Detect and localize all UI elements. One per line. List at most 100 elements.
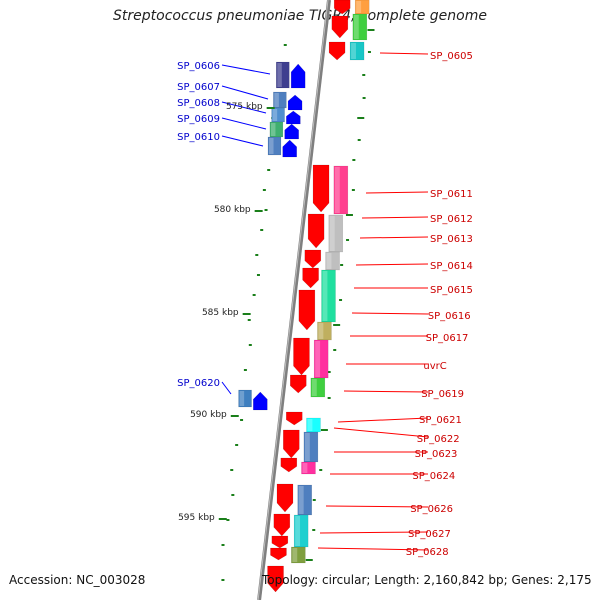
forward-gene-arrow: [302, 267, 319, 289]
forward-gene-arrow: [293, 337, 310, 376]
label-leader: [355, 263, 429, 266]
gene-box: [352, 13, 368, 41]
gene-label-right: SP_0621: [419, 415, 462, 426]
ruler-label: 590 kbp: [190, 410, 227, 420]
reverse-gene-arrow: [284, 123, 299, 140]
label-leader: [325, 505, 429, 508]
ruler-label: 585 kbp: [202, 308, 239, 318]
backbone-highlight: [257, 0, 329, 600]
gene-label-left: SP_0606: [177, 61, 220, 72]
gene-label-right: SP_0624: [412, 471, 455, 482]
reverse-gene-arrow: [253, 391, 268, 411]
gene-box-shine: [268, 138, 274, 154]
gene-label-left: SP_0609: [177, 114, 220, 125]
forward-gene-arrow: [267, 565, 284, 593]
ruler-track: 575 kbp 580 kbp 585 kbp 590 kbp 595 kbp: [178, 102, 275, 523]
gene-box-shine: [322, 271, 328, 321]
gene-label-right: SP_0614: [430, 261, 473, 272]
gene-label-right: SP_0626: [410, 504, 453, 515]
gene-box-shine: [272, 109, 278, 121]
gene-track: [238, 0, 370, 593]
forward-gene-arrow: [333, 0, 351, 15]
gene-label-right: SP_0617: [426, 333, 469, 344]
gene-box: [349, 41, 365, 61]
gene-label-right: SP_0623: [415, 449, 458, 460]
reverse-gene-arrow: [290, 63, 306, 89]
label-leader: [221, 85, 269, 100]
gene-box-shine: [239, 391, 245, 406]
label-leader: [221, 101, 267, 114]
gene-box-shine: [295, 516, 301, 546]
forward-gene-arrow: [307, 213, 325, 249]
gene-label-right: SP_0611: [430, 189, 473, 200]
gene-box-shine: [304, 433, 310, 461]
gene-box-shine: [307, 419, 313, 431]
gene-box: [310, 377, 326, 398]
backbone-line: [257, 0, 331, 600]
label-leader: [359, 236, 429, 239]
forward-gene-arrow: [276, 483, 294, 513]
label-leader: [317, 547, 429, 551]
forward-gene-arrow: [285, 411, 303, 426]
gene-box-shine: [356, 1, 362, 13]
gene-label-left: SP_0608: [177, 98, 220, 109]
label-leader: [379, 52, 429, 55]
gene-box-shine: [277, 63, 282, 87]
label-leader: [337, 417, 429, 423]
gene-box-shine: [270, 123, 276, 136]
label-leader: [333, 427, 429, 438]
gene-box-shine: [326, 253, 332, 269]
gene-label-right: SP_0628: [406, 547, 449, 558]
gene-box-shine: [274, 93, 279, 107]
gene-box-shine: [298, 486, 304, 514]
gene-label-left: SP_0610: [177, 132, 220, 143]
gene-box: [267, 136, 282, 156]
gene-label-right: SP_0622: [417, 434, 460, 445]
gene-label-right: SP_0605: [430, 51, 473, 62]
gene-box: [238, 389, 252, 408]
label-leader: [221, 381, 232, 395]
gene-label-right: SP_0613: [430, 234, 473, 245]
forward-gene-arrow: [298, 289, 316, 331]
gene-box-shine: [329, 216, 335, 251]
ruler-label: 595 kbp: [178, 513, 215, 523]
forward-gene-arrow: [312, 164, 330, 213]
label-leader: [365, 191, 429, 194]
forward-gene-arrow: [290, 374, 307, 394]
ruler-label: 580 kbp: [214, 205, 251, 215]
label-leader: [361, 216, 429, 219]
forward-gene-arrow: [273, 513, 291, 537]
gene-box: [301, 461, 316, 475]
forward-gene-arrow: [271, 535, 289, 549]
reverse-gene-arrow: [282, 139, 297, 158]
gene-label-left: SP_0607: [177, 82, 220, 93]
forward-gene-arrow: [328, 41, 346, 61]
forward-gene-arrow: [280, 457, 298, 473]
gene-box-shine: [318, 323, 324, 339]
label-leader: [343, 390, 429, 393]
gene-label-right: SP_0619: [421, 389, 464, 400]
ruler-label: 575 kbp: [226, 102, 263, 112]
forward-gene-arrow: [270, 547, 287, 561]
label-leader: [221, 135, 264, 147]
label-leader: [221, 64, 271, 75]
gene-box-shine: [353, 15, 359, 39]
gene-box-shine: [315, 341, 321, 377]
gene-label-right: SP_0616: [428, 311, 471, 322]
gene-labels: SP_0605 SP_0611 SP_0612 SP_0613 SP_0614 SP_06…: [177, 51, 473, 558]
gene-label-right: SP_0627: [408, 529, 451, 540]
gene-box: [276, 61, 290, 89]
gene-box-shine: [302, 463, 308, 473]
gene-label-right: uvrC: [423, 361, 446, 372]
forward-gene-arrow: [283, 429, 300, 459]
accession-text: Accession: NC_003028: [9, 573, 146, 587]
gene-label-left: SP_0620: [177, 378, 220, 389]
topology-text: Topology: circular; Length: 2,160,842 bp…: [262, 573, 592, 587]
map-title: Streptococcus pneumoniae TIGR4, complete…: [113, 8, 487, 24]
label-leader: [319, 531, 429, 534]
reverse-gene-arrow: [286, 110, 301, 125]
backbone-track: [257, 0, 331, 600]
gene-label-right: SP_0615: [430, 285, 473, 296]
gene-box: [333, 165, 349, 215]
